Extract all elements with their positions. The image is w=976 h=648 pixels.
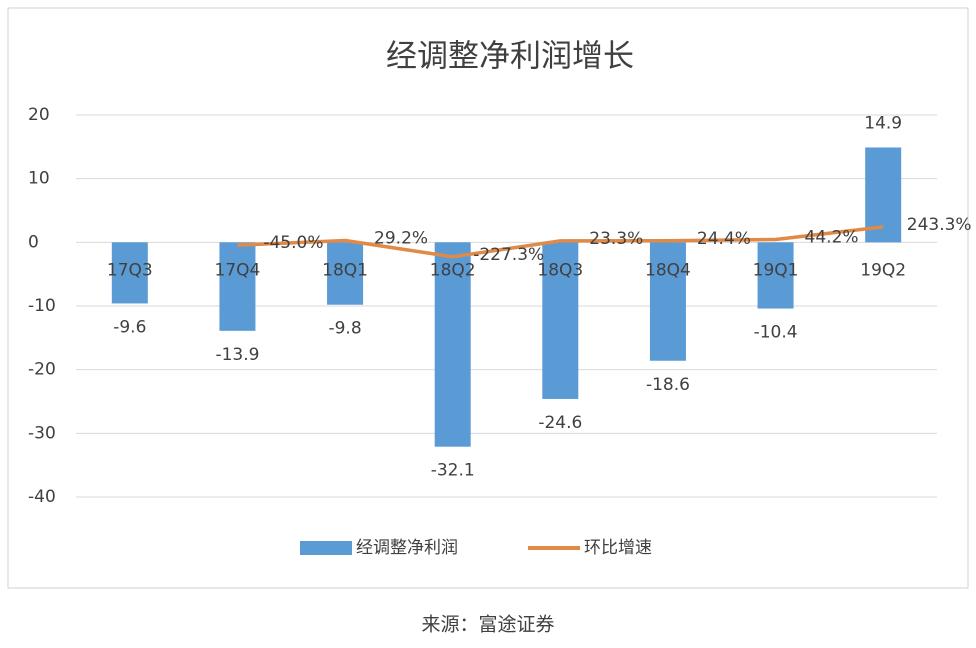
- bar: [434, 242, 471, 447]
- line: [237, 225, 884, 259]
- y-tick-label: 0: [28, 232, 39, 252]
- x-tick-label: 17Q3: [107, 260, 153, 280]
- line-data-label: 243.3%: [907, 215, 972, 235]
- legend-label: 环比增速: [584, 538, 652, 558]
- y-tick-label: -40: [28, 487, 56, 507]
- line-data-label: 29.2%: [374, 228, 428, 248]
- legend-swatch: [300, 541, 352, 555]
- data-label: -13.9: [215, 345, 259, 365]
- bar: [111, 242, 148, 304]
- x-tick-label: 17Q4: [215, 260, 261, 280]
- y-tick-label: -30: [28, 423, 56, 443]
- y-tick-label: -20: [28, 360, 56, 380]
- y-tick-label: 10: [28, 169, 50, 189]
- chart-title: 经调整净利润增长: [386, 39, 634, 75]
- line-data-label: 24.4%: [697, 229, 751, 249]
- data-label: -9.8: [328, 319, 361, 339]
- line-data-label: -227.3%: [473, 245, 544, 265]
- legend-label: 经调整净利润: [356, 538, 458, 558]
- bar: [219, 242, 256, 331]
- x-tick-label: 18Q2: [430, 260, 476, 280]
- data-label: -10.4: [754, 323, 798, 343]
- x-tick-label: 18Q3: [537, 260, 583, 280]
- data-label: -18.6: [646, 375, 690, 395]
- bar: [757, 242, 794, 309]
- data-label: -32.1: [431, 461, 475, 481]
- source-note: 来源：富途证券: [421, 614, 554, 636]
- line-data-label: 23.3%: [589, 229, 643, 249]
- x-tick-label: 18Q1: [322, 260, 368, 280]
- bar: [542, 242, 579, 399]
- x-tick-label: 19Q1: [753, 260, 799, 280]
- x-tick-label: 19Q2: [860, 260, 906, 280]
- bar: [649, 242, 686, 361]
- y-tick-label: -10: [28, 296, 56, 316]
- y-tick-label: 20: [28, 105, 50, 125]
- line-data-label: -45.0%: [263, 233, 323, 253]
- x-tick-label: 18Q4: [645, 260, 691, 280]
- data-label: 14.9: [864, 113, 902, 133]
- line-data-label: 44.2%: [805, 228, 859, 248]
- bar: [327, 242, 364, 305]
- data-label: -24.6: [538, 413, 582, 433]
- chart-frame: [7, 7, 969, 589]
- data-label: -9.6: [113, 317, 146, 337]
